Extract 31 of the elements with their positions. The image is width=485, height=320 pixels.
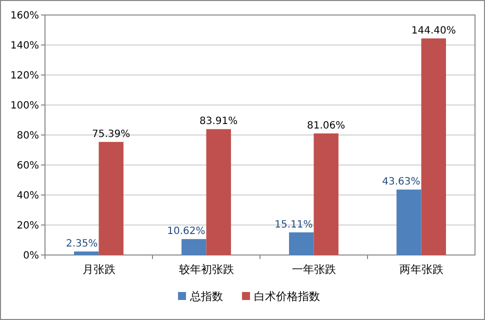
x-tick-label: 一年张跌 [292, 263, 336, 276]
bar [98, 142, 124, 255]
y-tick-label: 80% [16, 130, 39, 142]
data-label: 10.62% [167, 226, 206, 238]
data-label: 2.35% [66, 238, 98, 250]
data-label: 144.40% [411, 25, 456, 36]
bar [206, 129, 231, 255]
bar [396, 190, 422, 255]
bar [289, 232, 314, 255]
bar [314, 133, 338, 255]
y-tick-label: 60% [16, 160, 39, 172]
y-tick-label: 0% [23, 250, 39, 262]
data-label: 83.91% [200, 116, 238, 128]
data-label: 15.11% [274, 219, 313, 230]
bar [421, 38, 446, 255]
legend-label: 总指数 [189, 290, 223, 303]
x-tick-label: 两年张跌 [399, 263, 444, 276]
y-tick-label: 140% [10, 40, 39, 52]
x-tick-label: 较年初张跌 [178, 263, 234, 276]
y-tick-label: 20% [16, 220, 39, 232]
y-tick-label: 40% [16, 190, 39, 202]
legend-label: 白术价格指数 [254, 290, 320, 303]
bar [182, 239, 206, 255]
data-label: 81.06% [307, 120, 346, 132]
y-tick-label: 120% [10, 70, 39, 82]
data-label: 75.39% [92, 128, 130, 140]
y-tick-label: 100% [10, 100, 39, 112]
x-tick-label: 月张跌 [82, 263, 116, 276]
y-tick-label: 160% [10, 10, 39, 22]
data-label: 43.63% [382, 176, 420, 188]
bar [74, 251, 99, 255]
